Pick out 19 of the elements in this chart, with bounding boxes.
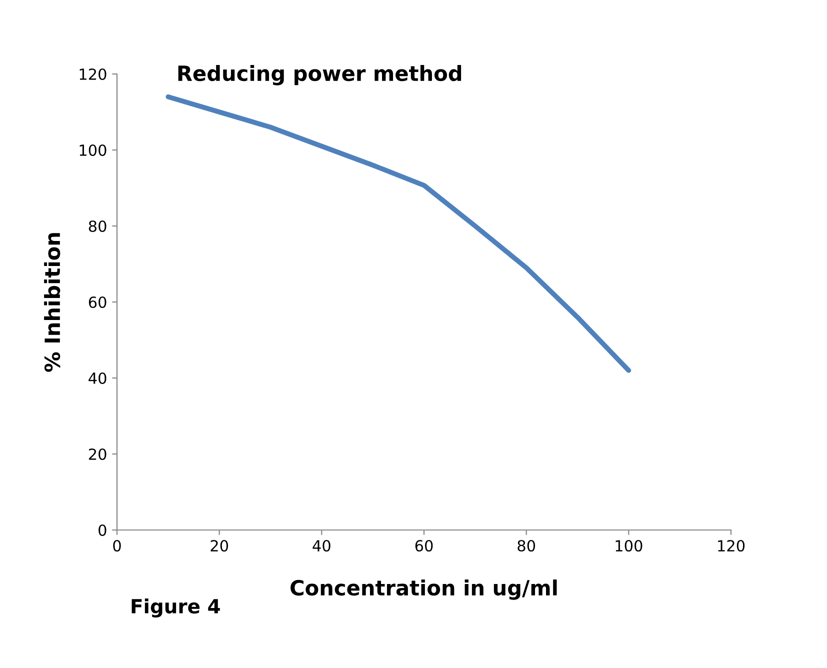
y-tick-label: 40 [88, 372, 106, 384]
x-tick-label: 80 [518, 540, 536, 552]
y-tick-label: 100 [80, 144, 106, 156]
x-tick-label: 0 [113, 540, 121, 552]
y-tick-label: 20 [88, 448, 106, 460]
y-tick-label: 0 [98, 524, 106, 536]
x-tick-label: 120 [718, 540, 745, 552]
y-tick-label: 80 [88, 220, 106, 232]
y-tick-label: 60 [88, 296, 106, 308]
line-series [166, 94, 632, 373]
x-tick-label: 60 [415, 540, 433, 552]
x-tick-label: 20 [210, 540, 228, 552]
x-tick-label: 40 [312, 540, 330, 552]
y-axis-title: % Inhibition [44, 233, 60, 372]
x-axis-title: Concentration in ug/ml [290, 580, 557, 600]
x-tick-label: 100 [616, 540, 642, 552]
y-tick-label: 120 [80, 68, 106, 80]
chart-title: Reducing power method [178, 65, 462, 86]
caption: Figure 4 [132, 598, 220, 618]
